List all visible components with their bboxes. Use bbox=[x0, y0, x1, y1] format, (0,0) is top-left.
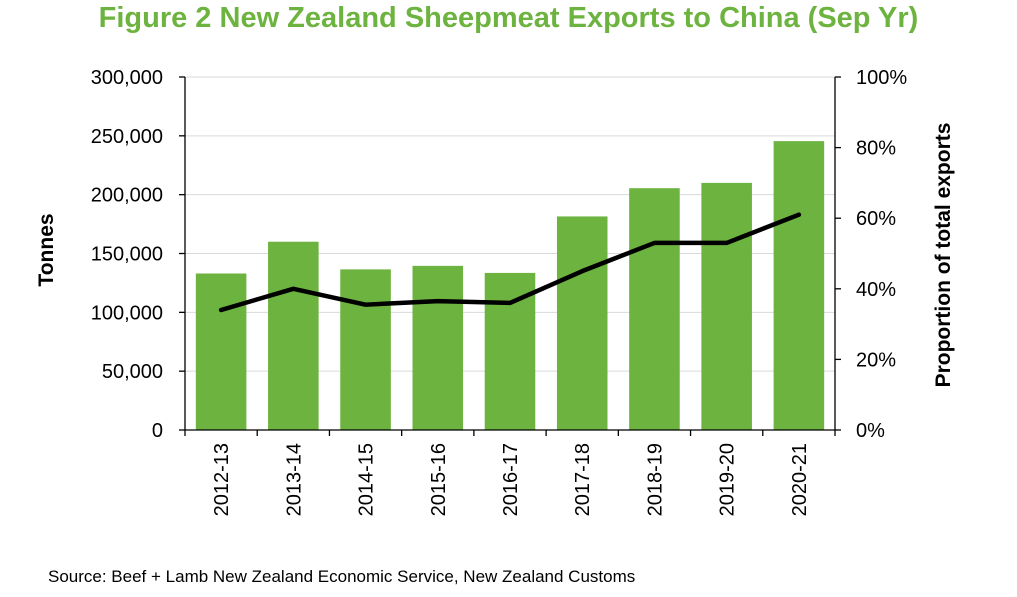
left-tick-label: 100,000 bbox=[91, 302, 163, 324]
x-tick-label: 2015-16 bbox=[428, 443, 450, 516]
x-tick-label: 2020-21 bbox=[789, 443, 811, 516]
bar bbox=[268, 241, 319, 430]
x-tick-label: 2012-13 bbox=[211, 443, 233, 516]
proportion-line bbox=[218, 212, 802, 313]
bar-series bbox=[195, 141, 825, 430]
left-tick-label: 150,000 bbox=[91, 244, 163, 266]
bar bbox=[556, 216, 608, 430]
bar bbox=[412, 265, 464, 430]
left-tick-labels: 0 50,000 100,000 150,000 200,000 250,000 300,0… bbox=[91, 67, 163, 442]
axes bbox=[179, 76, 841, 436]
right-tick-label: 0% bbox=[856, 420, 885, 442]
left-tick-label: 300,000 bbox=[91, 67, 163, 89]
right-axis-title: Proportion of total exports bbox=[932, 123, 955, 388]
right-tick-label: 20% bbox=[856, 349, 896, 371]
x-tick-label: 2013-14 bbox=[283, 443, 305, 516]
x-tick-label: 2018-19 bbox=[644, 443, 666, 516]
bar bbox=[340, 269, 391, 430]
left-tick-label: 250,000 bbox=[91, 126, 163, 148]
right-tick-label: 100% bbox=[856, 67, 907, 89]
right-tick-labels: 0% 20% 40% 60% 80% 100% bbox=[856, 67, 907, 442]
right-tick-label: 60% bbox=[856, 208, 896, 230]
chart-title: Figure 2 New Zealand Sheepmeat Exports t… bbox=[98, 2, 919, 34]
bar bbox=[773, 141, 825, 430]
right-tick-label: 40% bbox=[856, 279, 896, 301]
x-tick-label: 2019-20 bbox=[717, 443, 739, 516]
bar bbox=[195, 273, 247, 430]
bar bbox=[629, 188, 680, 430]
x-tick-label: 2017-18 bbox=[572, 443, 594, 516]
bar bbox=[484, 272, 536, 430]
bar bbox=[701, 182, 752, 430]
x-tick-label: 2014-15 bbox=[356, 443, 378, 516]
x-tick-labels: 2012-13 2013-14 2014-15 2015-16 2016-17 2017-… bbox=[211, 443, 811, 516]
line-series bbox=[218, 212, 802, 313]
left-tick-label: 200,000 bbox=[91, 185, 163, 207]
left-tick-label: 50,000 bbox=[102, 361, 163, 383]
x-tick-label: 2016-17 bbox=[500, 443, 522, 516]
left-tick-label: 0 bbox=[152, 420, 163, 442]
right-tick-label: 80% bbox=[856, 138, 896, 160]
left-axis-title: Tonnes bbox=[35, 213, 58, 286]
source-note: Source: Beef + Lamb New Zealand Economic… bbox=[48, 567, 636, 586]
